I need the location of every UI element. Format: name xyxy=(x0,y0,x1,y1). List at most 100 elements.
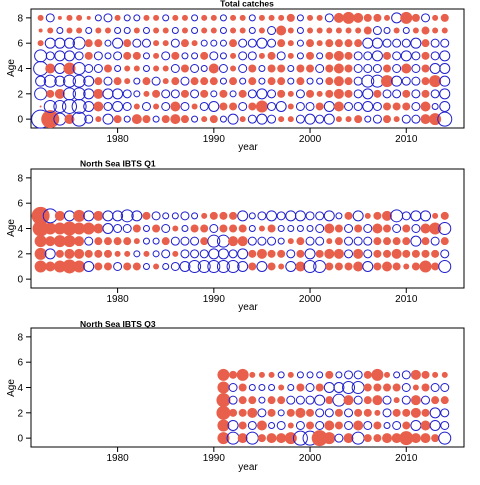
bubble-positive xyxy=(421,77,430,86)
bubble-negative xyxy=(371,50,383,62)
bubble-positive xyxy=(247,407,258,418)
bubble-negative xyxy=(151,76,161,86)
bubble-negative xyxy=(74,51,84,61)
bubble-negative xyxy=(228,395,238,405)
bubble-positive xyxy=(73,260,86,273)
bubble-positive xyxy=(170,114,181,125)
bubble-positive xyxy=(372,223,383,234)
bubble-positive xyxy=(325,51,334,60)
bubble-negative xyxy=(316,77,324,85)
bubble-positive xyxy=(76,27,83,34)
bubble-positive xyxy=(45,261,56,272)
panel-ibts-q1: North Sea IBTS Q1 0 2 4 6 8 1980 1990 2000 2010… xyxy=(6,159,465,313)
bubble-positive xyxy=(364,212,371,219)
bubble-negative xyxy=(122,224,132,233)
y-tick-label: 0 xyxy=(17,434,23,445)
bubble-positive xyxy=(248,249,257,258)
bubble-positive xyxy=(37,40,44,47)
bubble-negative xyxy=(315,114,325,124)
bubble-positive xyxy=(143,250,150,257)
bubble-negative xyxy=(248,27,256,35)
bubble-positive xyxy=(354,224,363,233)
bubble-positive xyxy=(32,220,49,237)
bubble-positive xyxy=(133,65,140,72)
bubble-negative xyxy=(335,371,343,379)
bubble-negative xyxy=(344,370,354,380)
bubble-negative xyxy=(131,210,143,222)
bubble-positive xyxy=(94,77,103,86)
bubble-positive xyxy=(153,65,160,72)
bubble-negative xyxy=(248,384,256,391)
bubble-negative xyxy=(219,77,227,85)
bubble-positive xyxy=(429,222,442,235)
bubble-negative xyxy=(276,51,286,61)
bubble-positive xyxy=(411,262,420,271)
bubble-positive xyxy=(287,90,294,97)
bubble-positive xyxy=(131,114,142,125)
bubble-positive xyxy=(412,27,419,34)
bubble-positive xyxy=(421,89,430,98)
bubble-positive xyxy=(209,77,218,86)
x-axis-title: year xyxy=(238,142,258,153)
bubble-negative xyxy=(191,52,199,60)
bubble-negative xyxy=(351,381,365,394)
bubble-negative xyxy=(305,383,315,392)
bubble-negative xyxy=(83,100,95,112)
bubble-positive xyxy=(421,39,430,48)
y-tick-label: 4 xyxy=(17,224,23,235)
bubble-negative xyxy=(372,26,382,36)
bubble-positive xyxy=(230,27,237,34)
bubble-positive xyxy=(103,249,112,258)
bubble-positive xyxy=(45,236,56,247)
bubble-negative xyxy=(208,100,220,112)
bubble-negative xyxy=(410,37,422,49)
bubble-positive xyxy=(74,236,85,247)
bubble-positive xyxy=(383,224,392,233)
bubble-layer xyxy=(31,11,453,129)
bubble-negative xyxy=(401,211,411,221)
bubble-positive xyxy=(335,27,342,34)
bubble-positive xyxy=(345,116,352,123)
bubble-positive xyxy=(344,89,353,98)
bubble-positive xyxy=(93,223,104,234)
bubble-positive xyxy=(95,27,102,34)
bubble-negative xyxy=(267,101,277,111)
bubble-positive xyxy=(399,431,414,446)
bubble-negative xyxy=(190,64,200,73)
bubble-negative xyxy=(34,49,48,63)
bubble-negative xyxy=(133,14,141,22)
bubble-positive xyxy=(54,210,65,221)
bubble-negative xyxy=(216,234,230,248)
bubble-negative xyxy=(219,27,227,35)
bubble-negative xyxy=(247,51,257,61)
bubble-positive xyxy=(421,64,430,73)
bubble-positive xyxy=(277,77,286,86)
bubble-negative xyxy=(267,89,277,99)
bubble-negative xyxy=(43,99,57,113)
bubble-negative xyxy=(295,114,305,124)
bubble-negative xyxy=(181,52,189,60)
bubble-positive xyxy=(190,77,199,86)
bubble-positive xyxy=(268,371,275,378)
bubble-positive xyxy=(391,433,402,444)
bubble-positive xyxy=(411,13,420,22)
bubble-positive xyxy=(334,237,343,246)
bubble-negative xyxy=(104,39,112,47)
bubble-negative xyxy=(63,210,75,222)
bubble-negative xyxy=(334,433,344,443)
bubble-positive xyxy=(296,64,305,73)
bubble-negative xyxy=(209,51,219,61)
x-tick-label: 2010 xyxy=(395,453,418,464)
bubble-negative xyxy=(353,89,363,99)
bubble-negative xyxy=(440,38,450,48)
bubble-negative xyxy=(54,50,66,62)
bubble-negative xyxy=(306,77,314,85)
bubble-positive xyxy=(248,64,257,73)
bubble-negative xyxy=(392,420,402,430)
bubble-positive xyxy=(238,383,247,392)
bubble-positive xyxy=(267,77,276,86)
bubble-negative xyxy=(83,260,95,272)
bubble-positive xyxy=(316,90,323,97)
bubble-negative xyxy=(362,88,374,100)
bubble-positive xyxy=(286,408,295,417)
